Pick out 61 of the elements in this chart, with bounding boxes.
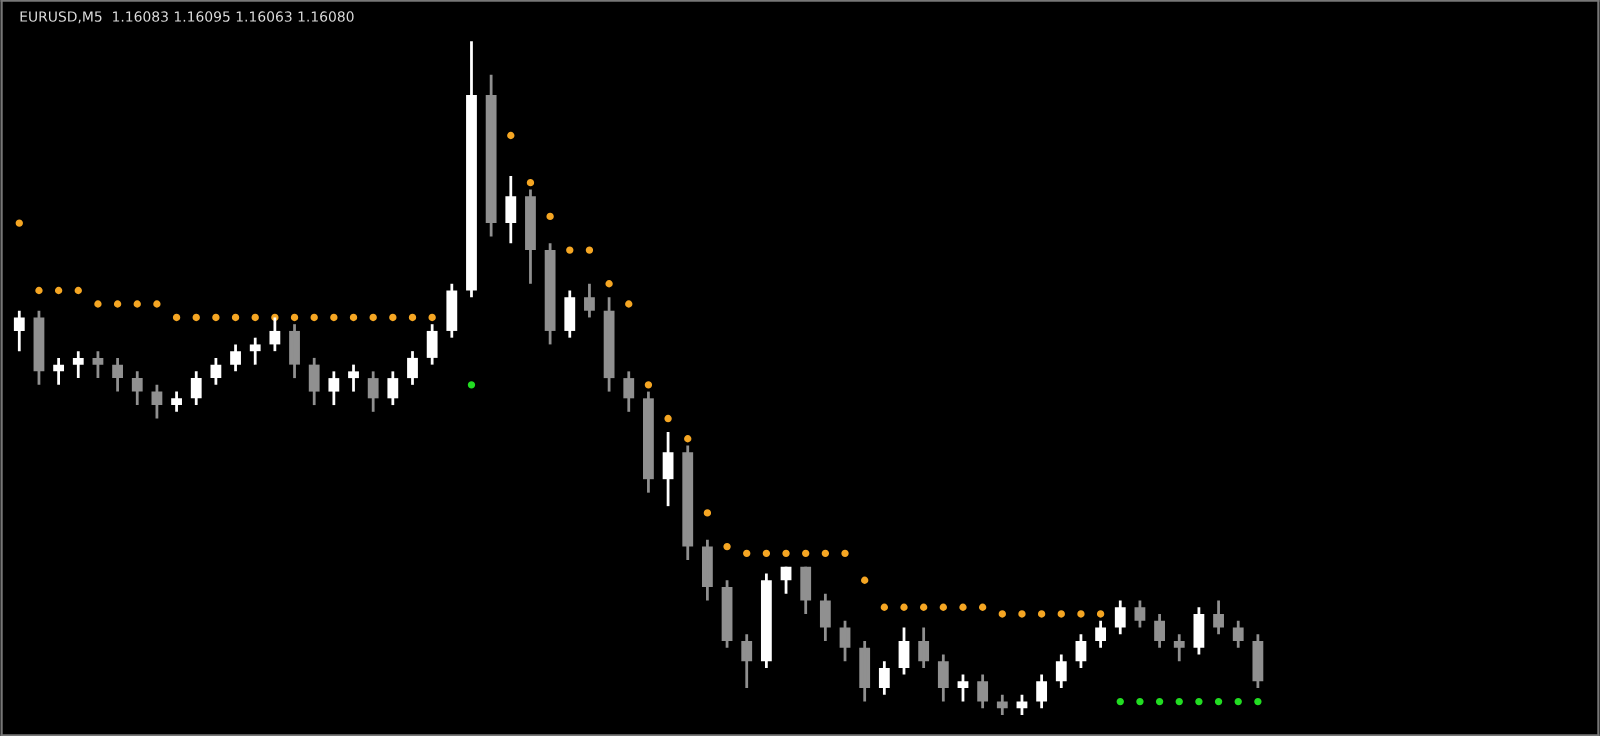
point [762, 549, 771, 557]
point [625, 300, 633, 308]
point [408, 313, 417, 322]
point [389, 313, 397, 322]
point [802, 549, 810, 557]
point [35, 286, 43, 295]
point [880, 603, 889, 611]
point [998, 610, 1006, 618]
point [349, 313, 358, 322]
point [1195, 697, 1203, 706]
point [153, 300, 161, 308]
point [703, 509, 712, 517]
point [310, 313, 318, 322]
point [566, 246, 574, 254]
point [507, 131, 515, 140]
point [919, 603, 928, 611]
point [290, 313, 299, 322]
point [251, 313, 259, 322]
point [113, 300, 122, 308]
point [428, 313, 436, 322]
point [231, 313, 240, 322]
point [743, 549, 751, 557]
point [939, 603, 947, 611]
point [861, 576, 869, 584]
point [74, 286, 82, 295]
point [978, 603, 987, 611]
point [959, 603, 967, 611]
point [841, 549, 849, 557]
point [467, 381, 476, 389]
point [1234, 697, 1242, 706]
point [369, 313, 377, 322]
point [1037, 610, 1046, 618]
point [782, 549, 790, 557]
point [1018, 610, 1026, 618]
point [526, 179, 535, 187]
point [192, 313, 200, 322]
point [1096, 610, 1105, 618]
point [1175, 697, 1183, 706]
point [821, 549, 830, 557]
point [644, 381, 653, 389]
point [172, 313, 181, 322]
point [94, 300, 102, 308]
point [1077, 610, 1085, 618]
point [133, 300, 141, 308]
point [330, 313, 338, 322]
point [1057, 610, 1065, 618]
point [1136, 697, 1144, 706]
point [546, 212, 554, 221]
point [900, 603, 908, 611]
point [664, 414, 672, 423]
point [723, 542, 731, 551]
point [54, 286, 63, 295]
point [684, 435, 692, 443]
point [605, 280, 613, 288]
point [585, 246, 594, 254]
point [1254, 697, 1262, 706]
point [15, 219, 23, 227]
point [1116, 697, 1124, 706]
point [1214, 697, 1223, 706]
point [212, 313, 220, 322]
point [1155, 697, 1164, 706]
